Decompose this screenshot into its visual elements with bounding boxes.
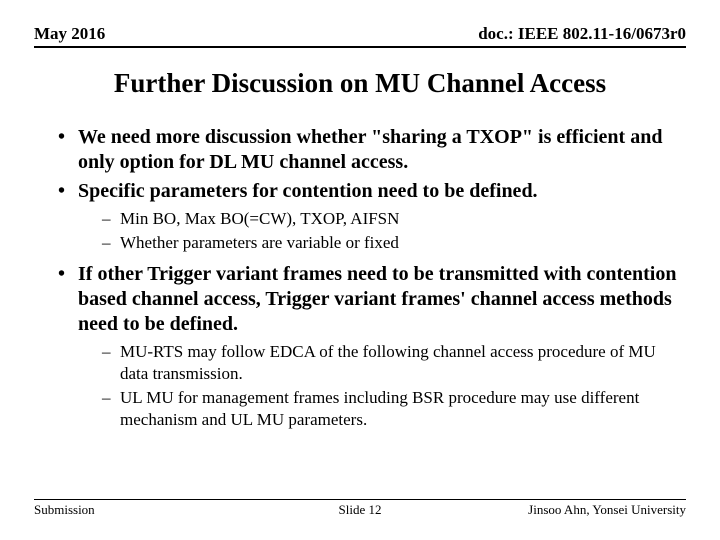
- sub-bullet-list: Min BO, Max BO(=CW), TXOP, AIFSN Whether…: [78, 208, 686, 254]
- header: May 2016 doc.: IEEE 802.11-16/0673r0: [34, 24, 686, 48]
- footer-left: Submission: [34, 502, 95, 518]
- header-date: May 2016: [34, 24, 105, 44]
- footer-center: Slide 12: [339, 502, 382, 518]
- bullet-list: We need more discussion whether "sharing…: [34, 125, 686, 432]
- bullet-item: Specific parameters for contention need …: [58, 179, 686, 254]
- sub-bullet-item: Min BO, Max BO(=CW), TXOP, AIFSN: [102, 208, 686, 230]
- slide-page: May 2016 doc.: IEEE 802.11-16/0673r0 Fur…: [0, 0, 720, 432]
- sub-bullet-list: MU-RTS may follow EDCA of the following …: [78, 341, 686, 431]
- footer-right: Jinsoo Ahn, Yonsei University: [528, 502, 686, 518]
- sub-bullet-item: MU-RTS may follow EDCA of the following …: [102, 341, 686, 385]
- slide-title: Further Discussion on MU Channel Access: [34, 68, 686, 99]
- sub-bullet-item: Whether parameters are variable or fixed: [102, 232, 686, 254]
- footer: Submission Slide 12 Jinsoo Ahn, Yonsei U…: [34, 499, 686, 518]
- bullet-text: We need more discussion whether "sharing…: [78, 126, 662, 173]
- sub-bullet-item: UL MU for management frames including BS…: [102, 387, 686, 431]
- header-docref: doc.: IEEE 802.11-16/0673r0: [478, 24, 686, 44]
- bullet-text: If other Trigger variant frames need to …: [78, 263, 676, 335]
- bullet-item: If other Trigger variant frames need to …: [58, 262, 686, 431]
- bullet-item: We need more discussion whether "sharing…: [58, 125, 686, 175]
- bullet-text: Specific parameters for contention need …: [78, 180, 538, 202]
